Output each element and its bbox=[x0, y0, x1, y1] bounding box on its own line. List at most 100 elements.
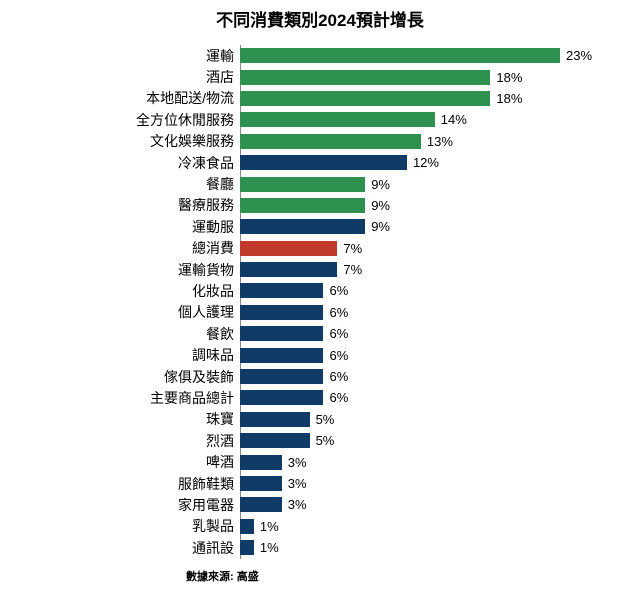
value-label: 5% bbox=[310, 433, 335, 448]
value-label: 3% bbox=[282, 455, 307, 470]
value-label: 18% bbox=[490, 91, 522, 106]
bar-row: 運輸 23% bbox=[0, 45, 640, 66]
bar bbox=[240, 70, 490, 85]
bar bbox=[240, 455, 282, 470]
category-label: 運輸 bbox=[0, 46, 240, 66]
bar-track: 6% bbox=[240, 387, 600, 408]
category-label: 啤酒 bbox=[0, 452, 240, 472]
bar-row: 啤酒 3% bbox=[0, 451, 640, 472]
bar-row: 冷凍食品 12% bbox=[0, 152, 640, 173]
bar-row: 主要商品總計 6% bbox=[0, 387, 640, 408]
category-label: 運輸貨物 bbox=[0, 260, 240, 280]
category-label: 全方位休閒服務 bbox=[0, 110, 240, 130]
bar-row: 醫療服務9% bbox=[0, 195, 640, 216]
category-label: 主要商品總計 bbox=[0, 388, 240, 408]
bar-track: 13% bbox=[240, 131, 600, 152]
value-label: 7% bbox=[337, 262, 362, 277]
bar bbox=[240, 112, 435, 127]
bar bbox=[240, 177, 365, 192]
bar-track: 6% bbox=[240, 323, 600, 344]
bar bbox=[240, 283, 323, 298]
value-label: 9% bbox=[365, 198, 390, 213]
category-label: 餐廳 bbox=[0, 174, 240, 194]
bar-row: 本地配送/物流 18% bbox=[0, 88, 640, 109]
bar-track: 1% bbox=[240, 537, 600, 558]
bar bbox=[240, 155, 407, 170]
value-label: 6% bbox=[323, 369, 348, 384]
value-label: 3% bbox=[282, 476, 307, 491]
bar-row: 餐廳 9% bbox=[0, 173, 640, 194]
bar bbox=[240, 219, 365, 234]
bar-track: 23% bbox=[240, 45, 600, 66]
category-label: 通訊設 bbox=[0, 538, 240, 558]
bar-row: 服飾鞋類3% bbox=[0, 473, 640, 494]
bar bbox=[240, 412, 310, 427]
value-label: 6% bbox=[323, 283, 348, 298]
category-label: 本地配送/物流 bbox=[0, 88, 240, 108]
bar-row: 運輸貨物 7% bbox=[0, 259, 640, 280]
value-label: 9% bbox=[365, 219, 390, 234]
value-label: 7% bbox=[337, 241, 362, 256]
bar-row: 文化娛樂服務 13% bbox=[0, 131, 640, 152]
chart-source: 數據來源: 高盛 bbox=[186, 568, 640, 584]
bar-track: 5% bbox=[240, 430, 600, 451]
value-label: 5% bbox=[310, 412, 335, 427]
category-label: 個人護理 bbox=[0, 302, 240, 322]
bar-track: 9% bbox=[240, 195, 600, 216]
bar-row: 家用電器3% bbox=[0, 494, 640, 515]
bar-track: 6% bbox=[240, 280, 600, 301]
bar bbox=[240, 91, 490, 106]
bar bbox=[240, 262, 337, 277]
bar-row: 乳製品 1% bbox=[0, 516, 640, 537]
category-label: 酒店 bbox=[0, 67, 240, 87]
value-label: 6% bbox=[323, 305, 348, 320]
bar-track: 6% bbox=[240, 366, 600, 387]
category-label: 烈酒 bbox=[0, 431, 240, 451]
bar bbox=[240, 369, 323, 384]
bar bbox=[240, 348, 323, 363]
bar-row: 傢俱及裝飾 6% bbox=[0, 366, 640, 387]
category-label: 餐飲 bbox=[0, 324, 240, 344]
category-label: 乳製品 bbox=[0, 516, 240, 536]
bar bbox=[240, 326, 323, 341]
value-label: 6% bbox=[323, 326, 348, 341]
bar-row: 調味品 6% bbox=[0, 344, 640, 365]
bar-track: 1% bbox=[240, 516, 600, 537]
bar bbox=[240, 476, 282, 491]
value-label: 12% bbox=[407, 155, 439, 170]
bar bbox=[240, 540, 254, 555]
category-label: 調味品 bbox=[0, 345, 240, 365]
value-label: 14% bbox=[435, 112, 467, 127]
value-label: 18% bbox=[490, 70, 522, 85]
bar bbox=[240, 305, 323, 320]
category-label: 冷凍食品 bbox=[0, 153, 240, 173]
bar bbox=[240, 134, 421, 149]
value-label: 6% bbox=[323, 390, 348, 405]
bar bbox=[240, 198, 365, 213]
bar-row: 個人護理 6% bbox=[0, 302, 640, 323]
value-label: 9% bbox=[365, 177, 390, 192]
bar-track: 18% bbox=[240, 88, 600, 109]
bar-track: 12% bbox=[240, 152, 600, 173]
bar bbox=[240, 241, 337, 256]
category-label: 化妝品 bbox=[0, 281, 240, 301]
bar-track: 6% bbox=[240, 302, 600, 323]
chart-area: 運輸 23% 酒店 18% 本地配送/物流 18% 全方位休閒服務 14% 文化娛樂服務 13% 冷… bbox=[0, 45, 640, 558]
bar-row: 化妝品 6% bbox=[0, 280, 640, 301]
bar-track: 5% bbox=[240, 409, 600, 430]
bar-track: 3% bbox=[240, 494, 600, 515]
category-label: 文化娛樂服務 bbox=[0, 131, 240, 151]
value-label: 1% bbox=[254, 519, 279, 534]
bar-row: 餐飲 6% bbox=[0, 323, 640, 344]
bar-row: 酒店 18% bbox=[0, 66, 640, 87]
bar-row: 烈酒 5% bbox=[0, 430, 640, 451]
bar-track: 7% bbox=[240, 238, 600, 259]
value-label: 6% bbox=[323, 348, 348, 363]
value-label: 13% bbox=[421, 134, 453, 149]
category-label: 珠寶 bbox=[0, 409, 240, 429]
category-label: 傢俱及裝飾 bbox=[0, 367, 240, 387]
value-label: 23% bbox=[560, 48, 592, 63]
bar-row: 通訊設1% bbox=[0, 537, 640, 558]
bar-row: 總消費7% bbox=[0, 238, 640, 259]
bar-track: 6% bbox=[240, 344, 600, 365]
